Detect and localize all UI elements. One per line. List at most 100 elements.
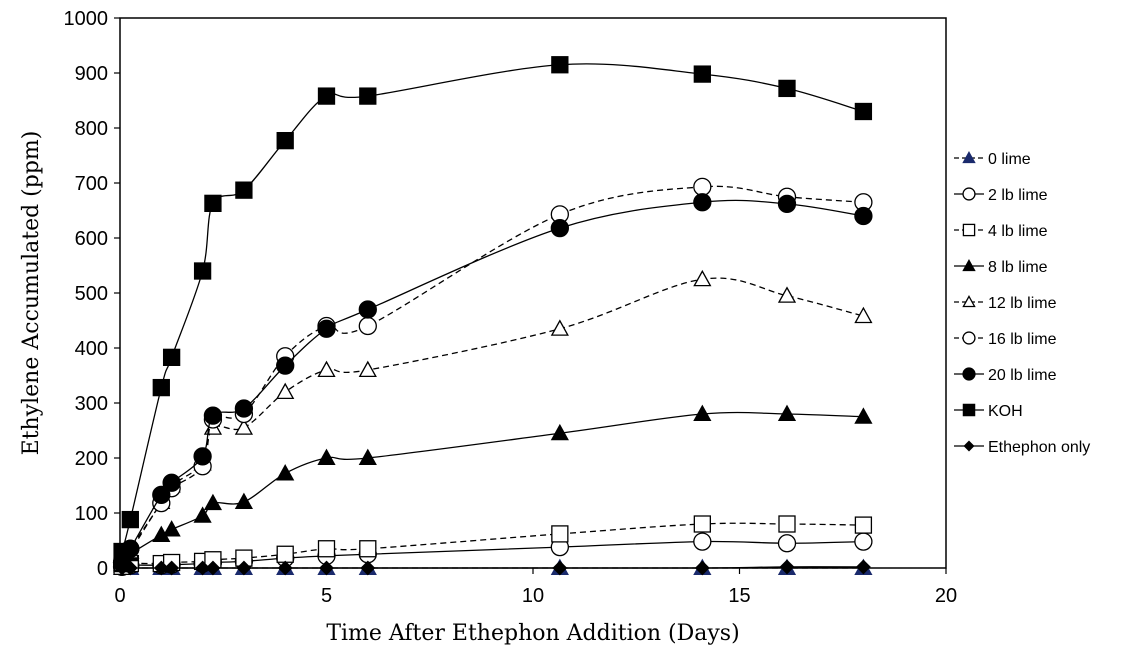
data-point [203,493,223,511]
legend-marker [963,440,975,452]
data-point [693,269,712,287]
legend-item: 12 lb lime [954,295,1057,312]
data-point [693,404,712,422]
data-point [693,65,711,83]
legend-item: 16 lb lime [954,331,1057,348]
data-point [779,559,795,575]
plot-area [119,17,947,569]
legend-marker [962,151,976,164]
series-layer [112,56,873,577]
data-point [234,492,254,510]
data-point [276,356,295,375]
legend-item: Ethephon only [954,439,1090,456]
legend-item: 20 lb lime [954,367,1057,384]
y-tick-label: 0 [97,558,108,580]
data-point [162,348,181,367]
legend-marker [962,295,976,308]
data-point [694,560,710,576]
data-point [551,525,569,543]
y-tick-label: 600 [75,228,108,250]
y-tick-label: 700 [75,173,108,195]
series-20-lb-lime [112,193,873,572]
legend-marker [962,187,976,201]
data-point [317,448,336,466]
data-point [276,464,295,481]
y-tick-label: 200 [75,448,108,470]
legend-item: 2 lb lime [954,187,1048,204]
data-point [360,560,376,576]
data-point [317,540,336,558]
data-point [204,194,222,213]
data-point [121,510,139,529]
legend-label: 16 lb lime [988,331,1057,348]
legend-item: 0 lime [954,151,1031,168]
y-axis: 0 100 200 300 400 500 600 700 800 900 1000 [64,8,120,580]
data-point [854,102,873,121]
data-point [277,560,293,576]
data-point [203,406,223,425]
data-point [164,560,180,576]
data-point [854,407,873,424]
x-tick-label: 15 [728,585,750,607]
data-point [317,360,336,378]
data-point [193,262,212,280]
data-point [319,560,334,576]
legend-marker [962,403,976,417]
data-point [152,485,171,505]
data-point [205,560,221,576]
data-point [276,131,294,150]
y-tick-label: 100 [75,503,108,525]
data-point [359,87,377,105]
x-tick-label: 0 [114,585,125,607]
legend-item: 4 lb lime [954,223,1048,240]
x-tick-label: 5 [321,585,332,607]
data-point [854,206,873,226]
series-ethephon-only [114,559,871,576]
data-point [777,534,797,553]
data-point [162,520,181,537]
legend-label: KOH [988,403,1023,420]
data-point [235,181,253,199]
data-point [693,177,712,197]
x-tick-label: 20 [935,585,957,607]
data-point [855,559,871,575]
data-point [195,560,211,576]
y-axis-label: Ethylene Accumulated (ppm) [19,131,44,456]
y-tick-label: 800 [75,118,108,140]
data-point [550,218,569,238]
y-tick-label: 400 [75,338,108,360]
data-point [234,399,254,418]
x-axis-label: Time After Ethephon Addition (Days) [326,621,739,646]
legend-marker [962,367,976,381]
data-point [358,448,377,466]
data-point [693,193,712,212]
data-point [317,87,336,105]
legend-item: 8 lb lime [954,259,1048,276]
data-point [153,560,169,576]
legend-label: 20 lb lime [988,367,1057,384]
data-point [693,532,712,551]
data-point [152,378,170,397]
legend-item: KOH [954,403,1023,420]
data-point [777,194,797,214]
data-point [854,516,873,534]
legend-marker [962,331,976,345]
y-tick-label: 500 [75,283,108,305]
legend-label: 12 lb lime [988,295,1057,312]
data-point [550,423,569,441]
data-point [113,542,131,561]
x-tick-label: 10 [522,585,544,607]
data-point [359,540,377,558]
y-tick-label: 300 [75,393,108,415]
y-tick-label: 900 [75,63,108,85]
data-point [358,360,377,378]
series-koh [113,56,873,561]
data-point [550,319,569,336]
data-point [552,560,568,576]
data-point [777,286,797,303]
data-point [193,506,212,523]
data-point [122,560,138,576]
legend-label: Ethephon only [988,439,1090,456]
data-point [236,560,252,576]
